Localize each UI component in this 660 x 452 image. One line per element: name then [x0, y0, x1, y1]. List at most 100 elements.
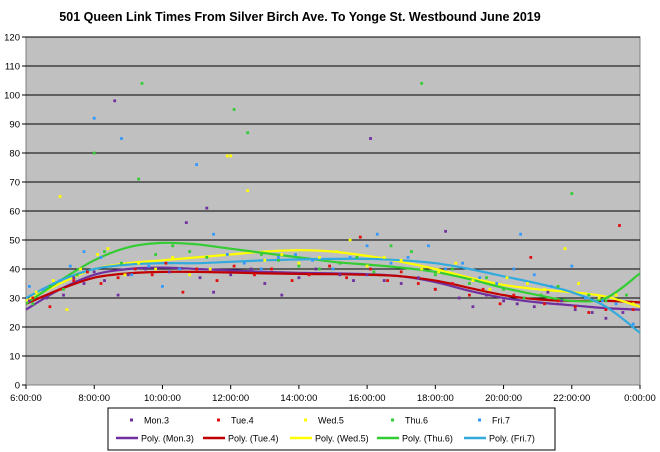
point-series-1 [62, 293, 65, 297]
point-series-1 [184, 221, 188, 224]
point-series-2 [181, 290, 185, 294]
point-series-2 [253, 273, 256, 277]
point-series-5 [41, 287, 45, 291]
data-points [28, 82, 635, 326]
point-series-1 [297, 276, 301, 280]
point-series-4 [485, 276, 488, 280]
point-series-5 [161, 285, 164, 288]
point-series-4 [502, 287, 505, 291]
point-series-5 [389, 261, 393, 265]
point-series-5 [28, 285, 31, 288]
point-series-5 [406, 256, 410, 259]
y-tick-label: 60 [9, 207, 20, 218]
legend-label: Mon.3 [144, 416, 169, 426]
trendline-3 [25, 249, 641, 308]
point-series-1 [532, 305, 536, 309]
point-series-5 [444, 267, 447, 271]
point-series-4 [137, 177, 140, 181]
x-tick-label: 14:00:00 [280, 393, 317, 404]
point-series-4 [246, 131, 250, 135]
point-series-5 [331, 267, 335, 271]
point-series-5 [348, 256, 352, 259]
point-series-2 [58, 287, 62, 291]
grid-lines [26, 36, 640, 357]
point-series-3 [208, 267, 212, 271]
point-series-3 [488, 287, 492, 291]
point-series-3 [318, 256, 321, 259]
point-series-4 [297, 264, 301, 268]
point-series-5 [549, 285, 553, 288]
point-series-2 [631, 308, 635, 311]
point-series-1 [485, 293, 488, 297]
point-series-1 [560, 299, 563, 303]
point-series-3 [154, 267, 157, 271]
legend-marker [391, 418, 394, 422]
point-series-4 [120, 261, 123, 265]
point-series-2 [195, 267, 198, 271]
point-series-1 [72, 276, 76, 280]
point-series-1 [113, 99, 117, 103]
point-series-2 [133, 267, 137, 271]
point-series-4 [410, 250, 413, 253]
point-series-4 [389, 244, 393, 248]
point-series-3 [399, 258, 403, 262]
point-series-5 [82, 250, 86, 253]
point-series-1 [604, 316, 608, 320]
point-series-1 [515, 302, 519, 306]
point-series-4 [420, 82, 424, 85]
legend-label: Poly. (Fri.7) [489, 434, 535, 444]
point-series-2 [48, 305, 52, 309]
point-series-3 [79, 267, 82, 271]
point-series-2 [31, 296, 35, 300]
trendline-5 [25, 257, 641, 334]
point-series-4 [604, 299, 608, 303]
y-tick-label: 110 [5, 62, 20, 73]
point-series-4 [188, 250, 192, 253]
point-series-3 [263, 258, 267, 262]
point-series-5 [512, 267, 516, 271]
point-series-2 [451, 282, 454, 285]
point-series-4 [48, 285, 52, 288]
legend-label: Wed.5 [318, 416, 344, 426]
point-series-5 [68, 264, 72, 268]
point-series-4 [372, 270, 376, 274]
point-series-5 [614, 302, 618, 306]
y-axis: 0 10 20 30 40 50 60 70 80 90 100 110 120 [4, 33, 26, 392]
point-series-5 [601, 299, 604, 303]
point-series-2 [498, 302, 502, 306]
y-tick-label: 40 [9, 265, 20, 276]
point-series-3 [365, 264, 369, 268]
point-series-3 [631, 302, 635, 306]
point-series-1 [382, 279, 386, 282]
point-series-3 [297, 261, 301, 265]
legend-label: Poly. (Mon.3) [141, 434, 194, 444]
point-series-1 [546, 290, 550, 294]
point-series-1 [198, 276, 202, 280]
point-series-5 [532, 273, 536, 277]
point-series-5 [99, 256, 103, 259]
point-series-3 [246, 189, 250, 193]
point-series-4 [62, 287, 65, 291]
point-series-1 [82, 282, 86, 285]
point-series-5 [120, 137, 123, 140]
point-series-2 [416, 282, 420, 285]
point-series-4 [260, 253, 263, 256]
point-series-3 [382, 256, 386, 259]
point-series-5 [427, 244, 430, 248]
point-series-3 [106, 247, 110, 251]
point-series-1 [621, 311, 625, 314]
point-series-2 [290, 279, 294, 282]
point-series-2 [270, 267, 273, 271]
point-series-1 [471, 305, 475, 309]
point-series-1 [365, 273, 369, 277]
point-series-1 [249, 267, 253, 271]
point-series-2 [358, 235, 362, 239]
point-series-2 [164, 261, 168, 265]
point-series-4 [539, 293, 543, 297]
x-tick-label: 20:00:00 [485, 393, 522, 404]
point-series-5 [147, 264, 151, 268]
point-series-4 [205, 256, 209, 259]
point-series-1 [338, 273, 342, 277]
x-tick-label: 0:00:00 [624, 393, 656, 404]
point-series-1 [263, 282, 267, 285]
